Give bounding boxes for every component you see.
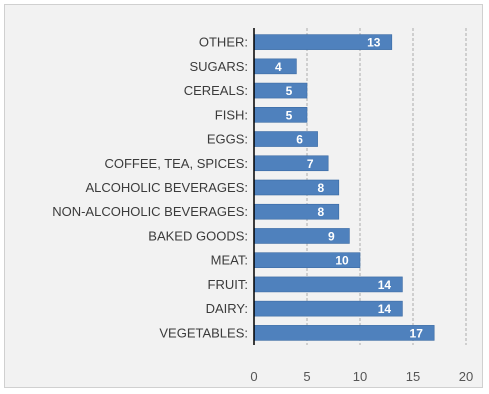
x-tick-label: 0 [250, 369, 257, 384]
category-label: VEGETABLES: [159, 325, 248, 340]
bar [253, 82, 308, 99]
category-label: FISH: [215, 107, 248, 122]
data-label: 8 [317, 181, 324, 195]
data-label: 7 [307, 157, 314, 171]
bar [253, 155, 329, 172]
data-label: 4 [275, 60, 282, 74]
category-label: COFFEE, TEA, SPICES: [104, 156, 248, 171]
x-tick-label: 10 [353, 369, 367, 384]
bar [253, 325, 435, 341]
x-tick-label: 20 [459, 369, 473, 384]
category-label: OTHER: [199, 35, 248, 50]
bar [253, 228, 350, 244]
x-tick-label: 5 [303, 369, 310, 384]
data-label: 14 [378, 302, 392, 316]
bar [253, 179, 340, 196]
data-label: 10 [335, 254, 349, 268]
data-label: 9 [328, 229, 335, 243]
category-label: FRUIT: [208, 277, 248, 292]
category-label: NON-ALCOHOLIC BEVERAGES: [52, 204, 248, 219]
data-label: 17 [410, 326, 424, 340]
category-label: BAKED GOODS: [148, 228, 248, 243]
data-label: 13 [367, 36, 381, 50]
bar [253, 203, 340, 220]
category-label: CEREALS: [184, 83, 248, 98]
category-label: EGGS: [207, 132, 248, 147]
data-label: 5 [286, 84, 293, 98]
category-label: DAIRY: [206, 301, 248, 316]
category-label: ALCOHOLIC BEVERAGES: [85, 180, 248, 195]
category-label: MEAT: [211, 253, 248, 268]
category-label: SUGARS: [189, 59, 248, 74]
bar [253, 107, 308, 123]
data-label: 14 [378, 278, 392, 292]
chart-area [4, 4, 483, 388]
data-label: 8 [317, 205, 324, 219]
bar [253, 131, 318, 147]
data-label: 6 [296, 133, 303, 147]
data-label: 5 [286, 108, 293, 122]
x-tick-label: 15 [406, 369, 420, 384]
